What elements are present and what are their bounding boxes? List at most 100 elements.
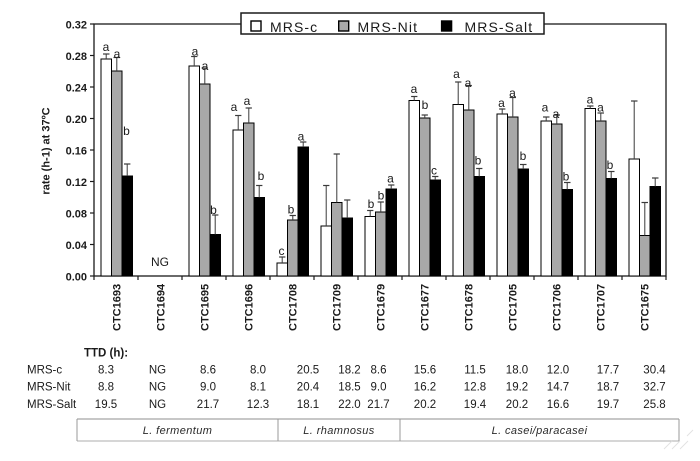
svg-text:17.7: 17.7 — [597, 365, 619, 377]
svg-text:CTC1693: CTC1693 — [112, 284, 124, 331]
svg-text:a: a — [192, 45, 199, 59]
svg-text:a: a — [587, 93, 594, 107]
svg-text:19.5: 19.5 — [95, 399, 117, 411]
svg-text:8.6: 8.6 — [200, 365, 216, 377]
svg-text:12.3: 12.3 — [247, 399, 269, 411]
svg-text:CTC1696: CTC1696 — [244, 284, 256, 331]
svg-text:NG: NG — [149, 382, 166, 394]
svg-text:a: a — [387, 172, 394, 186]
svg-text:0.16: 0.16 — [66, 146, 87, 158]
svg-text:b: b — [607, 158, 614, 172]
svg-text:16.6: 16.6 — [547, 399, 569, 411]
svg-text:a: a — [103, 40, 110, 54]
svg-text:18.1: 18.1 — [297, 399, 319, 411]
svg-text:CTC1694: CTC1694 — [156, 283, 168, 331]
svg-text:CTC1708: CTC1708 — [288, 284, 300, 331]
svg-text:8.3: 8.3 — [98, 365, 114, 377]
svg-text:L. casei/paracasei: L. casei/paracasei — [492, 425, 588, 437]
svg-text:CTC1678: CTC1678 — [464, 284, 476, 331]
svg-text:0.08: 0.08 — [66, 209, 87, 221]
svg-text:a: a — [597, 101, 604, 115]
svg-text:0.20: 0.20 — [66, 114, 87, 126]
svg-text:0.12: 0.12 — [66, 177, 87, 189]
svg-text:a: a — [244, 94, 251, 108]
svg-text:9.0: 9.0 — [371, 382, 387, 394]
svg-text:a: a — [553, 107, 560, 121]
svg-text:b: b — [422, 98, 429, 112]
svg-text:21.7: 21.7 — [367, 399, 389, 411]
svg-text:a: a — [542, 101, 549, 115]
svg-text:b: b — [210, 203, 217, 217]
svg-text:0.00: 0.00 — [66, 272, 87, 284]
svg-text:MRS-Nit: MRS-Nit — [358, 19, 419, 35]
svg-text:a: a — [509, 86, 516, 100]
svg-text:b: b — [563, 170, 570, 184]
svg-text:15.6: 15.6 — [414, 365, 436, 377]
svg-text:20.2: 20.2 — [414, 399, 436, 411]
svg-text:25.8: 25.8 — [643, 399, 665, 411]
svg-text:19.4: 19.4 — [464, 399, 487, 411]
svg-text:8.1: 8.1 — [250, 382, 266, 394]
svg-text:a: a — [231, 100, 238, 114]
svg-text:18.2: 18.2 — [338, 365, 360, 377]
svg-text:a: a — [498, 96, 505, 110]
svg-text:c: c — [431, 164, 437, 178]
svg-text:NG: NG — [149, 365, 166, 377]
svg-text:MRS-Nit: MRS-Nit — [27, 382, 71, 394]
svg-text:a: a — [453, 67, 460, 81]
svg-text:rate (h-1) at 37ºC: rate (h-1) at 37ºC — [41, 107, 53, 194]
svg-text:NG: NG — [151, 255, 169, 269]
svg-text:0.04: 0.04 — [66, 240, 88, 252]
svg-text:8.6: 8.6 — [371, 365, 387, 377]
svg-text:a: a — [465, 76, 472, 90]
svg-text:22.0: 22.0 — [338, 399, 360, 411]
svg-text:18.5: 18.5 — [338, 382, 360, 394]
svg-text:b: b — [368, 197, 375, 211]
svg-text:MRS-Salt: MRS-Salt — [27, 399, 77, 411]
svg-text:20.4: 20.4 — [297, 382, 320, 394]
svg-text:32.7: 32.7 — [643, 382, 665, 394]
svg-text:19.2: 19.2 — [506, 382, 528, 394]
svg-text:0.28: 0.28 — [66, 51, 87, 63]
svg-text:c: c — [279, 244, 285, 258]
svg-text:0.24: 0.24 — [66, 83, 88, 95]
svg-text:30.4: 30.4 — [643, 365, 666, 377]
svg-text:L. rhamnosus: L. rhamnosus — [303, 425, 375, 437]
svg-text:CTC1677: CTC1677 — [420, 284, 432, 331]
svg-text:TTD (h):: TTD (h): — [84, 348, 128, 360]
svg-text:0.32: 0.32 — [66, 20, 87, 32]
svg-text:CTC1675: CTC1675 — [640, 284, 652, 331]
svg-text:14.7: 14.7 — [547, 382, 569, 394]
svg-text:CTC1706: CTC1706 — [552, 284, 564, 331]
svg-text:L. fermentum: L. fermentum — [143, 425, 213, 437]
svg-text:b: b — [520, 149, 527, 163]
svg-text:CTC1679: CTC1679 — [376, 284, 388, 331]
svg-text:b: b — [123, 124, 130, 138]
svg-text:MRS-Salt: MRS-Salt — [465, 19, 534, 35]
svg-text:CTC1709: CTC1709 — [332, 284, 344, 331]
svg-text:20.5: 20.5 — [297, 365, 319, 377]
svg-text:b: b — [378, 189, 385, 203]
svg-text:CTC1707: CTC1707 — [596, 284, 608, 331]
svg-text:b: b — [288, 203, 295, 217]
svg-text:CTC1705: CTC1705 — [508, 284, 520, 331]
svg-text:11.5: 11.5 — [464, 365, 486, 377]
svg-text:18.0: 18.0 — [506, 365, 528, 377]
svg-text:NG: NG — [149, 399, 166, 411]
svg-text:MRS-c: MRS-c — [270, 19, 318, 35]
svg-text:8.8: 8.8 — [98, 382, 114, 394]
svg-text:b: b — [475, 154, 482, 168]
svg-text:b: b — [258, 169, 265, 183]
svg-text:9.0: 9.0 — [200, 382, 216, 394]
svg-text:12.8: 12.8 — [464, 382, 486, 394]
svg-text:18.7: 18.7 — [597, 382, 619, 394]
svg-text:a: a — [411, 82, 418, 96]
svg-text:8.0: 8.0 — [250, 365, 266, 377]
svg-text:21.7: 21.7 — [197, 399, 219, 411]
svg-text:a: a — [298, 130, 305, 144]
svg-text:20.2: 20.2 — [506, 399, 528, 411]
svg-text:MRS-c: MRS-c — [27, 365, 62, 377]
svg-text:12.0: 12.0 — [547, 365, 569, 377]
svg-text:a: a — [202, 59, 209, 73]
svg-text:19.7: 19.7 — [597, 399, 619, 411]
